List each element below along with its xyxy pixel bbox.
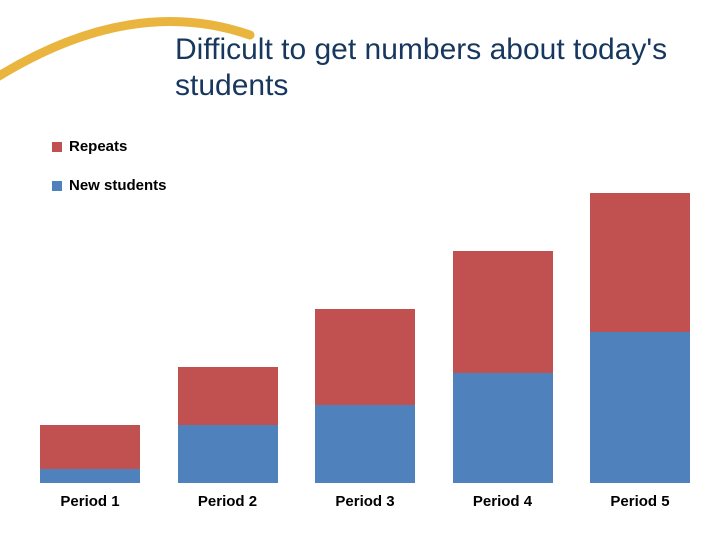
- bar-stack: [40, 425, 140, 483]
- bar-segment-repeats: [40, 425, 140, 469]
- bar-segment-new-students: [315, 405, 415, 483]
- legend-item-repeats: Repeats: [52, 138, 167, 155]
- x-axis-label: Period 3: [335, 493, 394, 510]
- bar-column: Period 2: [178, 367, 278, 510]
- bar-column: Period 3: [315, 309, 415, 510]
- bar-segment-repeats: [315, 309, 415, 405]
- bar-segment-repeats: [178, 367, 278, 425]
- x-axis-label: Period 2: [198, 493, 257, 510]
- bar-segment-new-students: [590, 332, 690, 483]
- bar-stack: [178, 367, 278, 483]
- bar-stack: [453, 251, 553, 483]
- x-axis-label: Period 5: [610, 493, 669, 510]
- x-axis-label: Period 1: [60, 493, 119, 510]
- bar-segment-repeats: [590, 193, 690, 332]
- stacked-bar-chart: Period 1 Period 2 Period 3 Period 4 Period 5: [40, 190, 690, 510]
- x-axis-label: Period 4: [473, 493, 532, 510]
- bar-segment-new-students: [40, 469, 140, 484]
- slide: Difficult to get numbers about today's s…: [0, 0, 720, 540]
- bar-segment-repeats: [453, 251, 553, 373]
- bar-stack: [315, 309, 415, 483]
- bar-segment-new-students: [453, 373, 553, 483]
- legend-label-repeats: Repeats: [69, 138, 127, 155]
- slide-title: Difficult to get numbers about today's s…: [175, 32, 695, 104]
- bar-column: Period 5: [590, 193, 690, 510]
- legend-swatch-repeats: [52, 142, 62, 152]
- bar-segment-new-students: [178, 425, 278, 483]
- bar-column: Period 1: [40, 425, 140, 510]
- bar-column: Period 4: [453, 251, 553, 510]
- legend-swatch-new-students: [52, 181, 62, 191]
- bar-stack: [590, 193, 690, 483]
